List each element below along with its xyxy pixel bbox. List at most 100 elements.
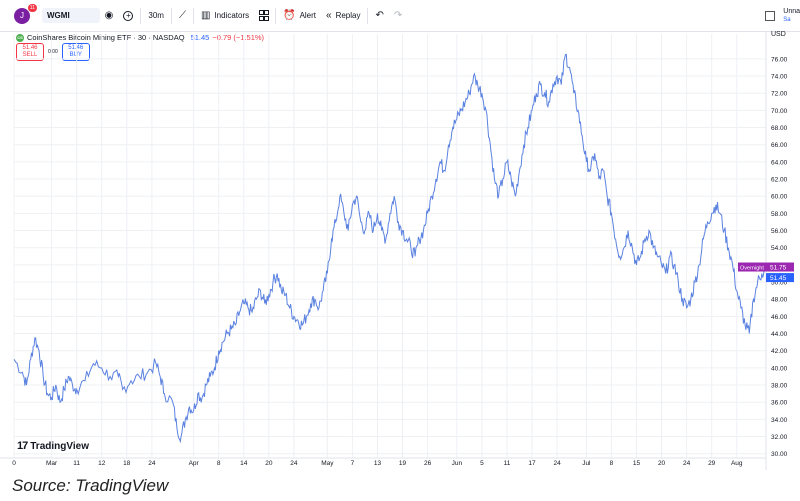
layout-save-status: Sa (783, 17, 791, 23)
x-tick-label: 11 (504, 460, 511, 467)
avatar-letter: J (20, 11, 24, 20)
price-series-line (13, 53, 767, 444)
layout-checkbox[interactable] (765, 11, 776, 21)
y-tick-label: 72.00 (771, 91, 788, 98)
buy-label: BUY (69, 52, 82, 58)
x-tick-label: 14 (240, 460, 248, 467)
buy-button[interactable]: 51.46 BUY (61, 43, 90, 61)
alert-label: Alert (299, 11, 317, 20)
replay-label: Replay (335, 11, 361, 20)
undo-icon[interactable]: ↶ (375, 9, 384, 21)
y-tick-label: 68.00 (771, 125, 788, 132)
replay-icon: « (326, 9, 332, 21)
overnight-tag-bg (738, 262, 766, 272)
y-tick-label: 46.00 (771, 314, 788, 321)
x-tick-label: 20 (658, 460, 666, 467)
legend-title[interactable]: CoinShares Bitcoin Mining ETF · 30 · NAS… (27, 33, 185, 42)
x-tick-label: 11 (73, 460, 80, 467)
alert-button[interactable]: ⏰ Alert (278, 0, 321, 32)
x-tick-label: Jun (452, 460, 463, 467)
overnight-price-bg (766, 262, 794, 272)
y-tick-label: 38.00 (771, 383, 788, 390)
x-tick-label: 24 (290, 460, 298, 467)
x-tick-label: 8 (610, 460, 614, 467)
price-chart[interactable]: 30.00 32.00 34.00 36.00 38.00 40.00 42.00 44.00… (0, 0, 800, 470)
x-tick-label: 24 (148, 460, 156, 467)
tradingview-logo: 17 TradingView (17, 440, 89, 452)
watch-icon[interactable]: ◉ (104, 9, 114, 21)
sell-label: SELL (22, 52, 38, 58)
y-tick-label: 70.00 (771, 108, 788, 115)
x-tick-label: May (321, 460, 334, 467)
y-tick-label: 76.00 (771, 56, 788, 63)
tv-logo-mark: 17 (17, 440, 28, 452)
chart-type-icon[interactable]: ⟋ (178, 9, 186, 21)
y-tick-label: 64.00 (771, 159, 788, 166)
last-price-bg (766, 273, 794, 283)
x-tick-label: 5 (480, 460, 484, 467)
alert-clock-icon: ⏰ (283, 9, 296, 21)
x-tick-label: Jul (582, 460, 591, 467)
redo-icon[interactable]: ↷ (393, 9, 403, 21)
user-avatar[interactable]: J 11 (14, 3, 37, 24)
x-tick-label: 0 (12, 460, 16, 467)
x-tick-label: 24 (553, 460, 561, 467)
top-toolbar: J 11 WGMI ◉ + 30m ⟋ ▥ Indicators ⏰ Alert… (0, 0, 800, 32)
indicators-label: Indicators (214, 11, 250, 20)
y-tick-label: 32.00 (771, 434, 788, 441)
toolbar-divider (367, 7, 369, 24)
chart-legend: CS CoinShares Bitcoin Mining ETF · 30 · … (16, 33, 264, 42)
legend-last-value: 51.45 (190, 33, 210, 42)
y-tick-label: 48.00 (771, 297, 788, 304)
tv-logo-name: TradingView (30, 440, 89, 452)
timeframe-button[interactable]: 30m (148, 11, 164, 20)
y-tick-label: 62.00 (771, 177, 788, 184)
y-tick-label: 58.00 (771, 211, 788, 218)
replay-button[interactable]: « Replay (321, 0, 365, 32)
y-tick-label: 44.00 (771, 331, 788, 338)
y-tick-label: 40.00 (771, 365, 788, 372)
x-tick-label: 19 (399, 460, 407, 467)
currency-label[interactable]: USD (771, 31, 786, 38)
trade-panel: 51.46 SELL 0.00 51.46 BUY (16, 43, 90, 61)
spread-value: 0.00 (48, 49, 58, 55)
y-tick-label: 42.00 (771, 348, 788, 355)
layout-name: Unna (783, 8, 800, 15)
templates-grid-icon[interactable] (254, 0, 273, 32)
indicators-button[interactable]: ▥ Indicators (196, 0, 254, 32)
x-tick-label: Apr (189, 460, 200, 467)
x-tick-label: Mar (46, 460, 58, 467)
last-price-label: 51.45 (770, 275, 787, 282)
layout-name-button[interactable]: Unna Sa (783, 8, 800, 24)
x-tick-label: 7 (351, 460, 355, 467)
x-tick-label: 17 (528, 460, 536, 467)
coinshares-logo-icon: CS (16, 33, 24, 42)
x-tick-label: Aug (731, 460, 743, 467)
y-tick-label: 54.00 (771, 245, 788, 252)
x-tick-label: 12 (98, 460, 106, 467)
layout-area: Unna Sa (765, 0, 800, 32)
x-tick-label: 29 (708, 460, 716, 467)
y-tick-label: 60.00 (771, 194, 788, 201)
y-tick-label: 66.00 (771, 142, 788, 149)
y-tick-label: 74.00 (771, 74, 788, 81)
legend-change: −0.79 (−1.51%) (212, 33, 265, 42)
sell-price: 51.46 (22, 45, 38, 51)
source-caption: Source: TradingView (12, 476, 169, 495)
toolbar-divider (192, 7, 194, 24)
sell-button[interactable]: 51.46 SELL (16, 43, 44, 61)
compare-add-icon[interactable]: + (118, 0, 138, 32)
symbol-search-button[interactable]: WGMI (42, 8, 100, 23)
x-tick-label: 8 (217, 460, 221, 467)
indicators-icon: ▥ (200, 9, 211, 21)
toolbar-divider (140, 7, 142, 24)
y-tick-label: 56.00 (771, 228, 788, 235)
notification-badge: 11 (27, 3, 37, 12)
x-tick-label: 20 (265, 460, 273, 467)
toolbar-divider (275, 7, 277, 24)
toolbar-divider (170, 7, 172, 24)
x-tick-label: 18 (123, 460, 131, 467)
buy-price: 51.46 (68, 45, 84, 51)
axis-layer: 30.00 32.00 34.00 36.00 38.00 40.00 42.00 44.00… (0, 32, 794, 470)
overnight-price-label: 51.75 (770, 264, 787, 271)
